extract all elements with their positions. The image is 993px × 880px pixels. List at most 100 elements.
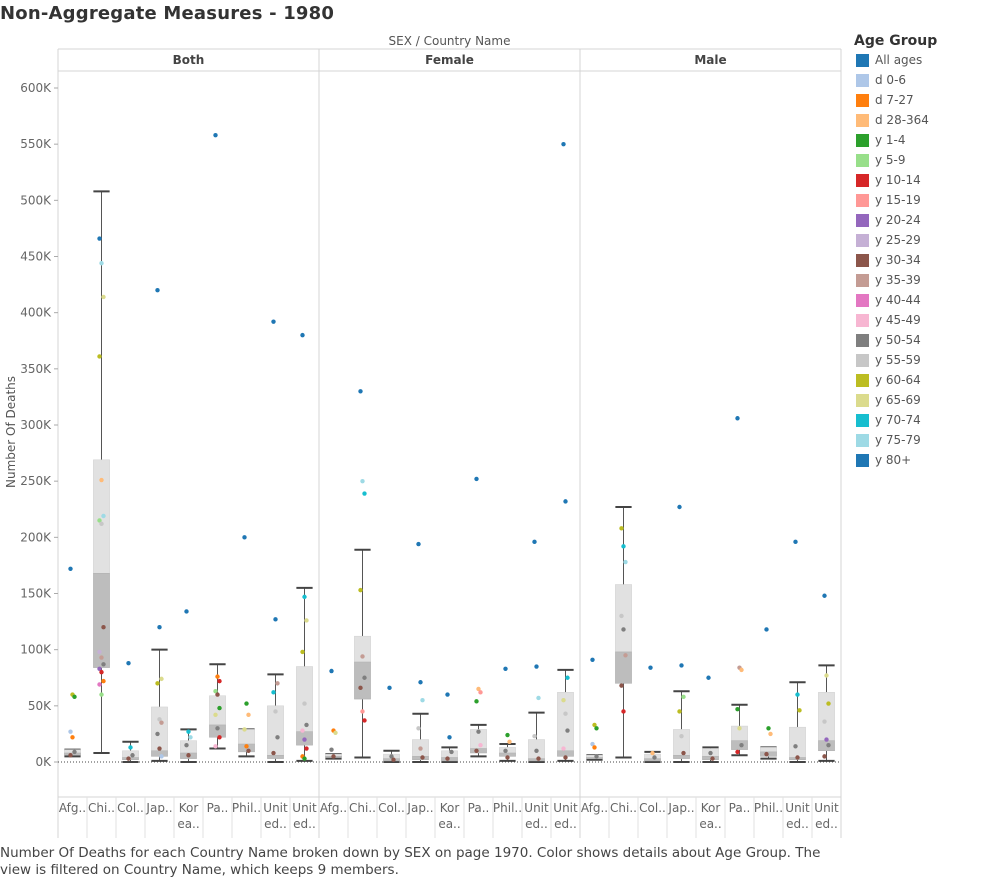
data-point <box>735 707 740 712</box>
legend-label: y 60-64 <box>875 373 921 387</box>
legend-item[interactable]: y 55-59 <box>854 350 993 370</box>
legend-swatch <box>856 353 869 367</box>
data-point <box>186 753 191 758</box>
category-label: Unit ed.. <box>814 801 839 831</box>
data-point <box>391 757 396 762</box>
data-point <box>275 735 280 740</box>
legend-label: d 0-6 <box>875 73 907 87</box>
data-point <box>101 513 106 519</box>
legend-label: y 20-24 <box>875 213 921 227</box>
data-point <box>304 618 309 623</box>
data-point <box>184 609 189 614</box>
data-point <box>217 678 222 684</box>
data-point <box>358 685 363 691</box>
legend-item[interactable]: d 28-364 <box>854 110 993 130</box>
legend-item[interactable]: y 70-74 <box>854 410 993 430</box>
legend-item[interactable]: y 10-14 <box>854 170 993 190</box>
legend-swatch <box>856 313 869 327</box>
legend-item[interactable]: d 7-27 <box>854 90 993 110</box>
data-point <box>360 709 365 714</box>
data-point <box>159 754 164 759</box>
data-point <box>302 737 307 742</box>
data-point <box>503 748 508 753</box>
legend-swatch <box>856 413 869 427</box>
data-point <box>503 666 508 671</box>
facet-header: SEX / Country Name <box>389 34 511 48</box>
data-point <box>826 701 831 706</box>
data-point <box>300 728 305 733</box>
data-point <box>246 748 251 753</box>
legend-item[interactable]: y 50-54 <box>854 330 993 350</box>
data-point <box>97 354 102 359</box>
box-upper <box>296 666 313 732</box>
data-point <box>416 726 421 731</box>
data-point <box>416 541 421 547</box>
data-point <box>793 744 798 749</box>
legend-label: y 25-29 <box>875 233 921 247</box>
data-point <box>594 726 599 731</box>
data-point <box>101 662 106 667</box>
data-point <box>246 712 251 718</box>
data-point <box>532 539 537 545</box>
data-point <box>126 756 131 761</box>
legend-item[interactable]: y 35-39 <box>854 270 993 290</box>
legend-swatch <box>856 293 869 307</box>
legend[interactable]: Age Group All ages d 0-6 d 7-27 d 28-364 y 1… <box>854 32 993 470</box>
data-point <box>532 733 537 739</box>
legend-item[interactable]: y 20-24 <box>854 210 993 230</box>
box-lower <box>673 755 690 759</box>
data-point <box>565 675 570 680</box>
box-upper <box>209 695 226 726</box>
legend-item[interactable]: y 25-29 <box>854 230 993 250</box>
data-point <box>826 742 831 748</box>
legend-item[interactable]: y 65-69 <box>854 390 993 410</box>
data-point <box>244 701 249 706</box>
category-label: Col.. <box>117 801 144 815</box>
legend-item[interactable]: All ages <box>854 50 993 70</box>
data-point <box>505 755 510 760</box>
data-point <box>244 744 249 749</box>
category-label: Phil.. <box>232 801 261 815</box>
data-point <box>362 718 367 723</box>
data-point <box>213 689 218 694</box>
data-point <box>362 491 367 496</box>
legend-swatch <box>856 333 869 347</box>
data-point <box>159 676 164 682</box>
legend-item[interactable]: d 0-6 <box>854 70 993 90</box>
legend-label: y 70-74 <box>875 413 921 427</box>
data-point <box>739 742 744 748</box>
data-point <box>389 754 394 759</box>
data-point <box>300 649 305 655</box>
legend-item[interactable]: y 15-19 <box>854 190 993 210</box>
data-point <box>217 735 222 740</box>
box-lower <box>644 758 661 762</box>
box-lower <box>615 651 632 684</box>
data-point <box>360 478 365 484</box>
data-point <box>304 722 309 728</box>
legend-label: y 15-19 <box>875 193 921 207</box>
data-point <box>594 754 599 759</box>
legend-item[interactable]: y 80+ <box>854 450 993 470</box>
data-point <box>652 755 657 760</box>
legend-item[interactable]: y 60-64 <box>854 370 993 390</box>
data-point <box>764 751 769 757</box>
data-point <box>621 544 626 549</box>
data-point <box>478 690 483 695</box>
legend-item[interactable]: y 45-49 <box>854 310 993 330</box>
data-point <box>621 627 626 632</box>
legend-swatch <box>856 153 869 167</box>
legend-item[interactable]: y 1-4 <box>854 130 993 150</box>
legend-label: y 50-54 <box>875 333 921 347</box>
legend-item[interactable]: y 40-44 <box>854 290 993 310</box>
data-point <box>445 692 450 697</box>
legend-item[interactable]: y 5-9 <box>854 150 993 170</box>
legend-item[interactable]: y 75-79 <box>854 430 993 450</box>
data-point <box>621 709 626 714</box>
data-point <box>217 705 222 711</box>
legend-label: y 1-4 <box>875 133 906 147</box>
legend-label: y 45-49 <box>875 313 921 327</box>
legend-swatch <box>856 193 869 207</box>
legend-item[interactable]: y 30-34 <box>854 250 993 270</box>
panel-header-both: Both <box>173 53 205 67</box>
data-point <box>476 729 481 734</box>
